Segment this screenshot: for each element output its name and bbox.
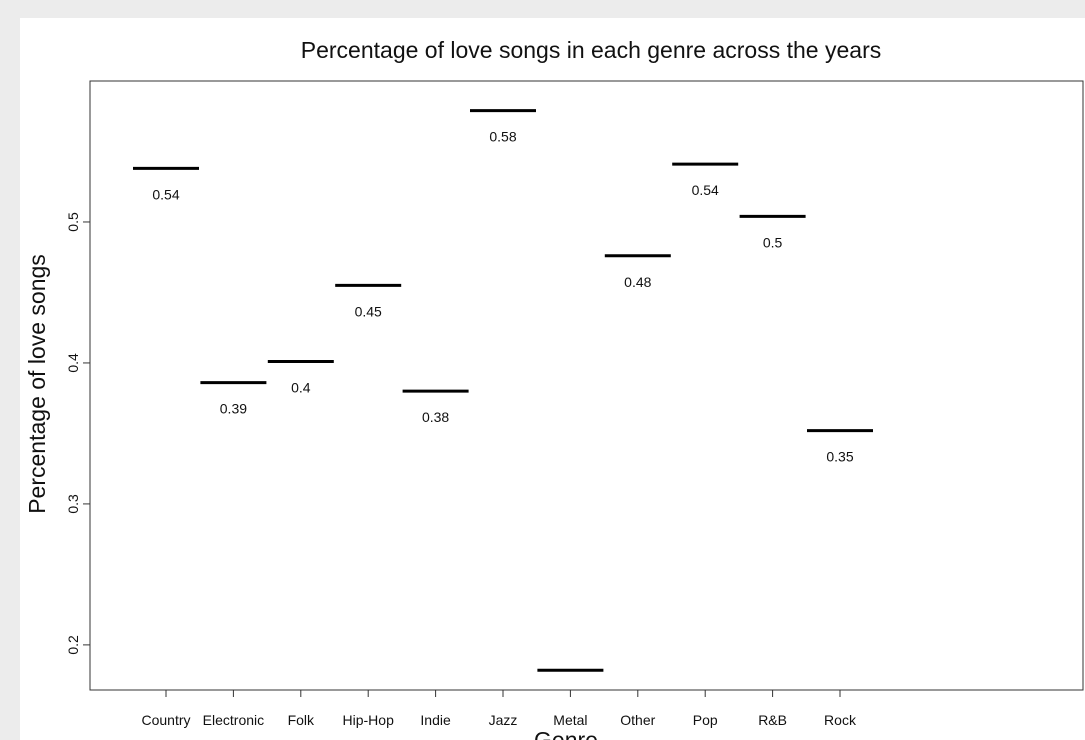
- chart-panel: Percentage of love songs in each genre a…: [20, 18, 1085, 740]
- y-tick-label: 0.5: [65, 212, 81, 232]
- y-axis: 0.2 0.3 0.4 0.5: [65, 212, 91, 655]
- x-tick-label: Hip-Hop: [343, 712, 395, 728]
- y-tick-label: 0.2: [65, 635, 81, 655]
- data-label: 0.5: [763, 234, 783, 250]
- y-axis-label: Percentage of love songs: [24, 254, 50, 514]
- x-tick-label: R&B: [758, 712, 787, 728]
- x-tick-label: Indie: [420, 712, 451, 728]
- x-tick-label: Rock: [824, 712, 857, 728]
- data-label: 0.48: [624, 274, 651, 290]
- data-label: 0.39: [220, 401, 247, 417]
- x-tick-label: Pop: [693, 712, 718, 728]
- data-label: 0.54: [692, 182, 719, 198]
- x-tick-label: Country: [141, 712, 190, 728]
- y-tick-label: 0.3: [65, 494, 81, 514]
- x-tick-label: Folk: [288, 712, 315, 728]
- data-label: 0.45: [355, 303, 382, 319]
- chart-svg: Percentage of love songs in each genre a…: [24, 37, 1084, 740]
- plot-area-border: [89, 80, 1084, 691]
- data-marks: 0.54 0.39 0.4 0.45 0.38 0.58 0.48 0.54 0.5 0.35: [133, 109, 873, 672]
- chart-title: Percentage of love songs in each genre a…: [301, 37, 881, 63]
- data-label: 0.38: [422, 409, 449, 425]
- x-tick-label: Metal: [553, 712, 587, 728]
- data-label: 0.35: [826, 449, 853, 465]
- x-tick-label: Other: [620, 712, 655, 728]
- x-tick-label: Jazz: [489, 712, 518, 728]
- x-axis: Country Electronic Folk Hip-Hop Indie Jazz Met…: [141, 689, 857, 728]
- x-tick-label: Electronic: [203, 712, 264, 728]
- data-label: 0.58: [489, 129, 516, 145]
- data-label: 0.4: [291, 380, 311, 396]
- y-tick-label: 0.4: [65, 353, 81, 373]
- data-label: 0.54: [152, 186, 179, 202]
- x-axis-label: Genre: [534, 727, 598, 740]
